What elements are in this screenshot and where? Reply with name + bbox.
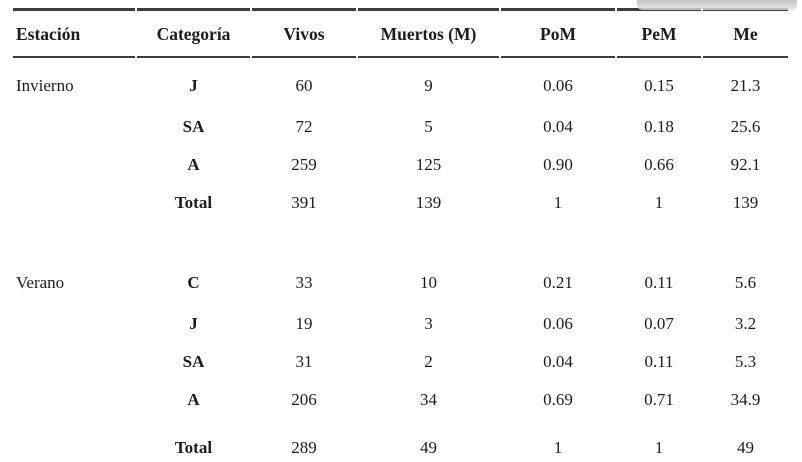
value-cell-vivos: 289 <box>252 427 356 462</box>
value-cell-muertos: 5 <box>424 117 433 136</box>
value-cell-muertos: 34 <box>420 390 437 409</box>
value-cell-pom: 0.69 <box>543 390 573 409</box>
table-row: J 19 3 0.06 0.07 3.2 <box>13 305 788 343</box>
header-cell-muertos: Muertos (M) <box>358 8 499 58</box>
value-cell-vivos: 60 <box>295 76 313 95</box>
value-cell-me: 49 <box>703 427 788 462</box>
category-cell: A <box>187 155 200 174</box>
value-cell-pom: 0.21 <box>543 273 573 292</box>
table-row: Invierno J 60 9 0.06 0.15 21.3 <box>13 58 788 108</box>
value-cell-vivos: 206 <box>291 390 317 409</box>
category-cell: A <box>187 390 200 409</box>
value-cell-vivos: 31 <box>295 352 313 371</box>
value-cell-pem: 0.71 <box>644 390 674 409</box>
value-cell-muertos: 2 <box>424 352 433 371</box>
value-cell-pem: 0.07 <box>644 314 674 333</box>
value-cell-me: 5.3 <box>734 352 757 371</box>
value-cell-pem: 0.11 <box>644 273 674 292</box>
value-cell-me: 92.1 <box>730 155 761 174</box>
value-cell-pom: 0.04 <box>543 352 573 371</box>
section-gap-large <box>13 222 788 255</box>
category-cell: Total <box>174 193 213 212</box>
value-cell-me: 139 <box>732 193 759 212</box>
category-cell: C <box>187 273 200 292</box>
header-cell-estacion: Estación <box>13 8 135 58</box>
header-row: Estación Categoría Vivos Muertos (M) PoM PeM M… <box>13 8 788 58</box>
value-cell-muertos: 3 <box>424 314 433 333</box>
value-cell-muertos: 125 <box>415 155 442 174</box>
station-cell <box>13 343 135 381</box>
table-header: Estación Categoría Vivos Muertos (M) PoM PeM M… <box>13 8 788 58</box>
table-body: Invierno J 60 9 0.06 0.15 21.3 SA 72 5 0.04 0.18 25.… <box>13 58 788 462</box>
station-cell <box>13 427 135 462</box>
value-cell-me: 3.2 <box>734 314 757 333</box>
station-cell <box>13 108 135 146</box>
value-cell-pem: 0.11 <box>644 352 674 371</box>
section-gap-small <box>13 419 788 427</box>
spacer-cell <box>13 419 788 427</box>
value-cell-pom: 1 <box>501 427 615 462</box>
spacer-cell <box>13 222 788 255</box>
value-cell-muertos: 10 <box>420 273 437 292</box>
value-cell-pom: 0.04 <box>543 117 573 136</box>
value-cell-pem: 0.15 <box>644 76 674 95</box>
header-cell-categoria: Categoría <box>137 8 250 58</box>
value-cell-vivos: 391 <box>291 193 317 212</box>
value-cell-me: 5.6 <box>734 273 757 292</box>
value-cell-muertos: 49 <box>358 427 499 462</box>
value-cell-me: 34.9 <box>730 390 761 409</box>
table-row: Total 391 139 1 1 139 <box>13 184 788 222</box>
station-cell <box>13 146 135 184</box>
category-cell: J <box>189 314 198 333</box>
header-cell-vivos: Vivos <box>252 8 356 58</box>
value-cell-vivos: 72 <box>295 117 313 136</box>
value-cell-pom: 0.90 <box>543 155 573 174</box>
table-row: Total 289 49 1 1 49 <box>13 427 788 462</box>
value-cell-vivos: 259 <box>291 155 317 174</box>
category-cell: SA <box>182 352 205 371</box>
station-cell: Verano <box>16 273 65 292</box>
value-cell-pom: 1 <box>553 193 563 212</box>
value-cell-pom: 0.06 <box>543 76 573 95</box>
station-cell <box>13 305 135 343</box>
value-cell-vivos: 33 <box>295 273 313 292</box>
value-cell-muertos: 9 <box>424 76 433 95</box>
value-cell-me: 21.3 <box>730 76 761 95</box>
horizontal-scrollbar-thumb[interactable] <box>637 0 797 10</box>
header-cell-pem: PeM <box>617 8 701 58</box>
table-row: A 259 125 0.90 0.66 92.1 <box>13 146 788 184</box>
value-cell-pom: 0.06 <box>543 314 573 333</box>
station-cell <box>13 381 135 419</box>
table-row: Verano C 33 10 0.21 0.11 5.6 <box>13 255 788 305</box>
table-row: SA 72 5 0.04 0.18 25.6 <box>13 108 788 146</box>
value-cell-vivos: 19 <box>295 314 313 333</box>
category-cell: J <box>189 76 198 95</box>
category-cell: Total <box>137 427 250 462</box>
category-cell: SA <box>182 117 205 136</box>
value-cell-pem: 1 <box>654 193 664 212</box>
value-cell-muertos: 139 <box>415 193 442 212</box>
value-cell-pem: 0.66 <box>644 155 674 174</box>
header-cell-pom: PoM <box>501 8 615 58</box>
table-row: A 206 34 0.69 0.71 34.9 <box>13 381 788 419</box>
paper-table: Estación Categoría Vivos Muertos (M) PoM PeM M… <box>11 8 790 462</box>
station-cell: Invierno <box>16 76 74 95</box>
header-cell-me: Me <box>703 8 788 58</box>
value-cell-pem: 1 <box>617 427 701 462</box>
value-cell-pem: 0.18 <box>644 117 674 136</box>
table-row: SA 31 2 0.04 0.11 5.3 <box>13 343 788 381</box>
station-cell <box>13 184 135 222</box>
value-cell-me: 25.6 <box>730 117 761 136</box>
